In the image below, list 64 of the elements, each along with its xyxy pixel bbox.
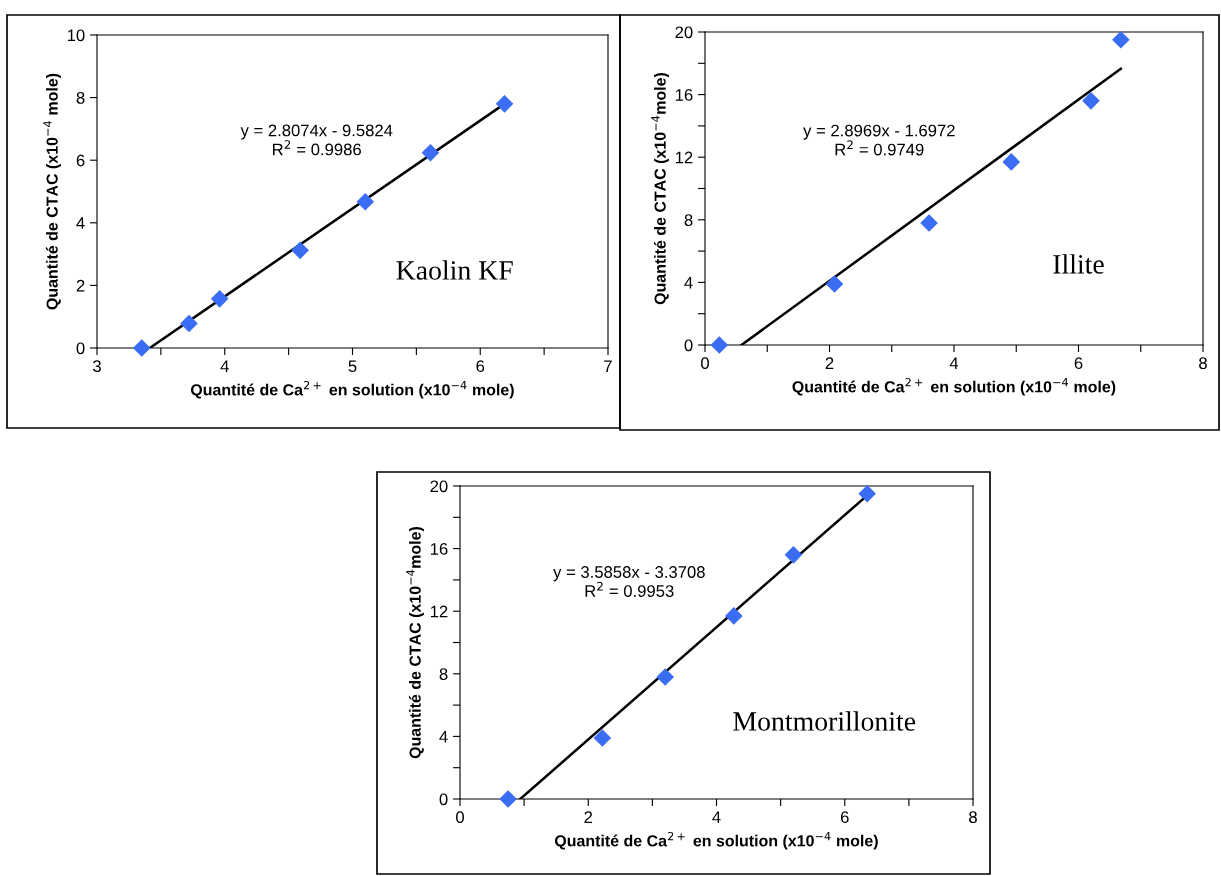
annotation: Kaolin KF [396, 260, 513, 280]
point [656, 668, 674, 686]
point [858, 485, 876, 503]
x-tick-label: 4 [712, 811, 721, 823]
y-tick-label: 20 [675, 26, 693, 39]
x-tick-label: 2 [825, 357, 834, 369]
x-tick-label: 8 [1199, 357, 1207, 370]
point [499, 790, 517, 808]
y-tick-label: 8 [684, 214, 693, 226]
point [920, 214, 938, 232]
y-tick-label: 8 [439, 668, 448, 680]
point [1002, 153, 1021, 171]
x-axis-title: Quantité de Ca$^{2+}$ en solution (x10$^{−4}$ mole) [190, 380, 514, 399]
y-tick-label: 4 [684, 276, 693, 289]
point [784, 546, 803, 564]
x-axis-title: Quantité de Ca$^{2+}$ en solution (x10$^{−4}$ mole) [554, 831, 878, 850]
y-tick-label: 16 [430, 543, 448, 555]
point [291, 241, 309, 260]
x-tick-label: 6 [840, 811, 849, 824]
y-tick-label: 10 [67, 29, 85, 42]
y-tick-label: 4 [76, 217, 85, 229]
point [180, 314, 198, 333]
y-tick-label: 20 [430, 480, 448, 493]
y-tick-label: 6 [76, 154, 85, 167]
annotation: y = 2.8969x - 1.6972 R$^{2}$ = 0.9749 [803, 124, 955, 156]
x-tick-label: 6 [476, 360, 485, 373]
point [421, 143, 440, 162]
x-tick-label: 0 [456, 811, 464, 824]
y-tick-label: 8 [76, 92, 85, 104]
point [132, 339, 151, 357]
point [710, 336, 729, 354]
x-tick-label: 3 [93, 360, 101, 373]
y-tick-label: 12 [675, 151, 693, 164]
y-axis-title: Quantité de CTAC (x10$^{−4}$mole) [406, 527, 424, 759]
y-tick-label: 2 [76, 279, 85, 292]
y-tick-label: 0 [684, 339, 693, 352]
x-tick-label: 8 [969, 811, 977, 824]
point [1112, 31, 1130, 49]
y-tick-label: 16 [675, 89, 693, 101]
point [825, 275, 844, 293]
y-tick-label: 0 [439, 793, 448, 806]
point [356, 193, 375, 211]
y-tick-label: 4 [439, 730, 448, 743]
annotation: y = 3.5858x - 3.3708 R$^{2}$ = 0.9953 [553, 566, 705, 597]
x-tick-label: 4 [949, 357, 959, 369]
point [495, 95, 514, 113]
x-tick-label: 2 [584, 811, 593, 823]
point [1082, 92, 1100, 110]
y-tick-label: 12 [430, 605, 448, 618]
annotation: Montmorillonite [733, 711, 916, 731]
x-tick-label: 6 [1074, 357, 1083, 370]
point [725, 607, 743, 625]
x-axis-title: Quantité de Ca$^{2+}$ en solution (x10$^{−4}$ mole) [792, 377, 1116, 396]
x-tick-label: 4 [220, 360, 229, 372]
y-axis-title: Quantité de CTAC (x10$^{−4}$mole) [651, 73, 669, 305]
y-axis-title: Quantité de CTAC (x10$^{−4}$ mole) [43, 73, 61, 310]
y-tick-label: 0 [76, 342, 85, 355]
x-tick-label: 7 [604, 360, 612, 372]
x-tick-label: 0 [701, 357, 709, 370]
annotation: Illite [1053, 254, 1104, 274]
annotation: y = 2.8074x - 9.5824 R$^{2}$ = 0.9986 [240, 124, 393, 156]
x-tick-label: 5 [348, 360, 357, 373]
point [210, 290, 229, 308]
point [593, 729, 612, 747]
